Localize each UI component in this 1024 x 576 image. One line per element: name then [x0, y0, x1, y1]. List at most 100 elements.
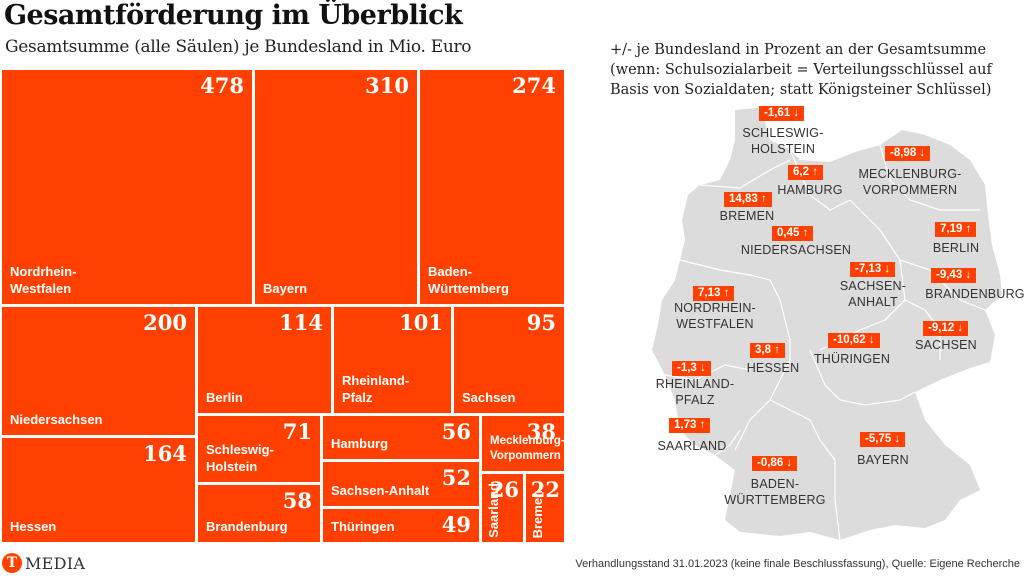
- treemap-tile: 200 Niedersachsen: [0, 305, 197, 437]
- tile-value: 58: [282, 488, 312, 513]
- source-note: Verhandlungsstand 31.01.2023 (keine fina…: [575, 558, 1020, 570]
- tile-label: Sachsen: [462, 390, 516, 405]
- change-badge: 1,73 ↑: [669, 418, 711, 433]
- tile-label: Sachsen-Anhalt: [331, 483, 430, 498]
- tile-value: 310: [365, 73, 409, 98]
- change-value: -8,98: [890, 147, 920, 159]
- arrow-up-icon: ↑: [802, 227, 809, 239]
- tile-label: Thüringen: [331, 519, 395, 534]
- treemap: 478 Nordrhein- Westfalen 310 Bayern 274 Baden…: [0, 68, 566, 544]
- state-name: SCHLESWIG- HOLSTEIN: [742, 126, 824, 156]
- state-borders: [664, 144, 986, 541]
- state-name: BAYERN: [857, 453, 909, 467]
- tile-value: 95: [526, 310, 556, 335]
- tile-label: Nordrhein- Westfalen: [10, 264, 77, 296]
- arrow-down-icon: ↓: [965, 269, 972, 281]
- tile-value: 200: [143, 310, 187, 335]
- chart-subtitle: Gesamtsumme (alle Säulen) je Bundesland …: [5, 37, 472, 57]
- tile-label: Schleswig- Holstein: [206, 442, 274, 474]
- treemap-tile: 310 Bayern: [253, 68, 419, 306]
- treemap-tile: 26 Saarland: [480, 472, 525, 544]
- change-badge: 14,83 ↑: [724, 192, 772, 207]
- arrow-down-icon: ↓: [868, 334, 875, 346]
- treemap-tile: 52 Sachsen-Anhalt: [321, 460, 481, 508]
- state-name: SAARLAND: [657, 439, 727, 453]
- tile-label: Bremen: [530, 489, 545, 538]
- tile-value: 49: [441, 512, 471, 537]
- change-badge: -9,43 ↓: [931, 268, 977, 283]
- tile-label: Hamburg: [331, 436, 389, 451]
- tile-value: 26: [489, 477, 519, 502]
- tile-value: 38: [526, 419, 556, 444]
- tile-label: Brandenburg: [206, 519, 288, 534]
- change-value: 1,73: [674, 419, 700, 431]
- change-value: -9,12: [928, 322, 958, 334]
- change-badge: -8,98 ↓: [885, 146, 931, 161]
- arrow-up-icon: ↑: [699, 419, 706, 431]
- change-badge: -7,13 ↓: [850, 262, 896, 277]
- state-name: HESSEN: [746, 361, 800, 375]
- change-badge: -1,3 ↓: [672, 361, 711, 376]
- change-badge: 6,2 ↑: [788, 165, 823, 180]
- change-value: -1,3: [677, 362, 701, 374]
- arrow-down-icon: ↓: [793, 107, 800, 119]
- tile-value: 478: [200, 73, 244, 98]
- tile-label: Hessen: [10, 519, 57, 534]
- logo-text: MEDIA: [25, 553, 86, 573]
- change-badge: -1,61 ↓: [759, 106, 805, 121]
- change-badge: 7,13 ↑: [693, 286, 735, 301]
- change-badge: -0,86 ↓: [752, 456, 798, 471]
- treemap-tile: 71 Schleswig- Holstein: [196, 414, 322, 484]
- germany-shape: [652, 108, 1002, 540]
- change-badge: 0,45 ↑: [772, 226, 814, 241]
- tile-label: Rheinland- Pfalz: [342, 373, 410, 405]
- tile-value: 114: [279, 310, 323, 335]
- arrow-down-icon: ↓: [884, 263, 891, 275]
- logo-t-icon: T: [2, 553, 22, 573]
- treemap-tile: 114 Berlin: [196, 305, 333, 415]
- tile-value: 71: [282, 419, 312, 444]
- treemap-tile: 274 Baden- Württemberg: [418, 68, 566, 306]
- publisher-logo: T MEDIA: [2, 553, 85, 573]
- state-name: BERLIN: [932, 241, 980, 255]
- change-value: 0,45: [777, 227, 803, 239]
- treemap-tile: 95 Sachsen: [452, 305, 566, 415]
- tile-value: 22: [530, 477, 560, 502]
- change-value: 7,19: [940, 223, 966, 235]
- chart-title: Gesamtförderung im Überblick: [4, 0, 463, 31]
- arrow-up-icon: ↑: [760, 193, 767, 205]
- arrow-up-icon: ↑: [723, 287, 730, 299]
- change-badge: -5,75 ↓: [860, 432, 906, 447]
- state-name: RHEINLAND- PFALZ: [655, 377, 735, 407]
- change-value: -1,61: [764, 107, 794, 119]
- tile-label: Mecklenburg- Vorpommern: [490, 435, 565, 462]
- tile-label: Bayern: [263, 281, 308, 296]
- change-badge: -10,62 ↓: [828, 333, 880, 348]
- state-name: BREMEN: [719, 209, 775, 223]
- treemap-tile: 58 Brandenburg: [196, 483, 322, 544]
- treemap-tile: 38 Mecklenburg- Vorpommern: [480, 414, 566, 473]
- germany-map: -1,61 ↓ SCHLESWIG- HOLSTEIN 6,2 ↑ HAMBURG -8…: [640, 100, 1024, 545]
- tile-value: 101: [399, 310, 443, 335]
- treemap-tile: 478 Nordrhein- Westfalen: [0, 68, 254, 306]
- tile-label: Baden- Württemberg: [428, 264, 509, 296]
- tile-value: 274: [512, 73, 556, 98]
- tile-value: 52: [441, 465, 471, 490]
- state-name: NORDRHEIN- WESTFALEN: [674, 301, 756, 331]
- treemap-tile: 101 Rheinland- Pfalz: [332, 305, 453, 415]
- change-value: -5,75: [865, 433, 895, 445]
- treemap-tile: 49 Thüringen: [321, 507, 481, 544]
- map-title: +/- je Bundesland in Prozent an der Gesa…: [610, 42, 992, 98]
- state-name: BADEN- WÜRTTEMBERG: [724, 477, 826, 507]
- change-value: 3,8: [755, 344, 775, 356]
- state-name: HAMBURG: [777, 183, 843, 197]
- state-name: SACHSEN- ANHALT: [839, 279, 907, 309]
- change-badge: -9,12 ↓: [923, 321, 969, 336]
- change-badge: 7,19 ↑: [935, 222, 977, 237]
- arrow-down-icon: ↓: [894, 433, 901, 445]
- change-value: 7,13: [698, 287, 724, 299]
- change-value: 6,2: [793, 166, 813, 178]
- change-value: -0,86: [757, 457, 787, 469]
- change-value: -7,13: [855, 263, 885, 275]
- state-name: BRANDENBURG: [925, 287, 1024, 301]
